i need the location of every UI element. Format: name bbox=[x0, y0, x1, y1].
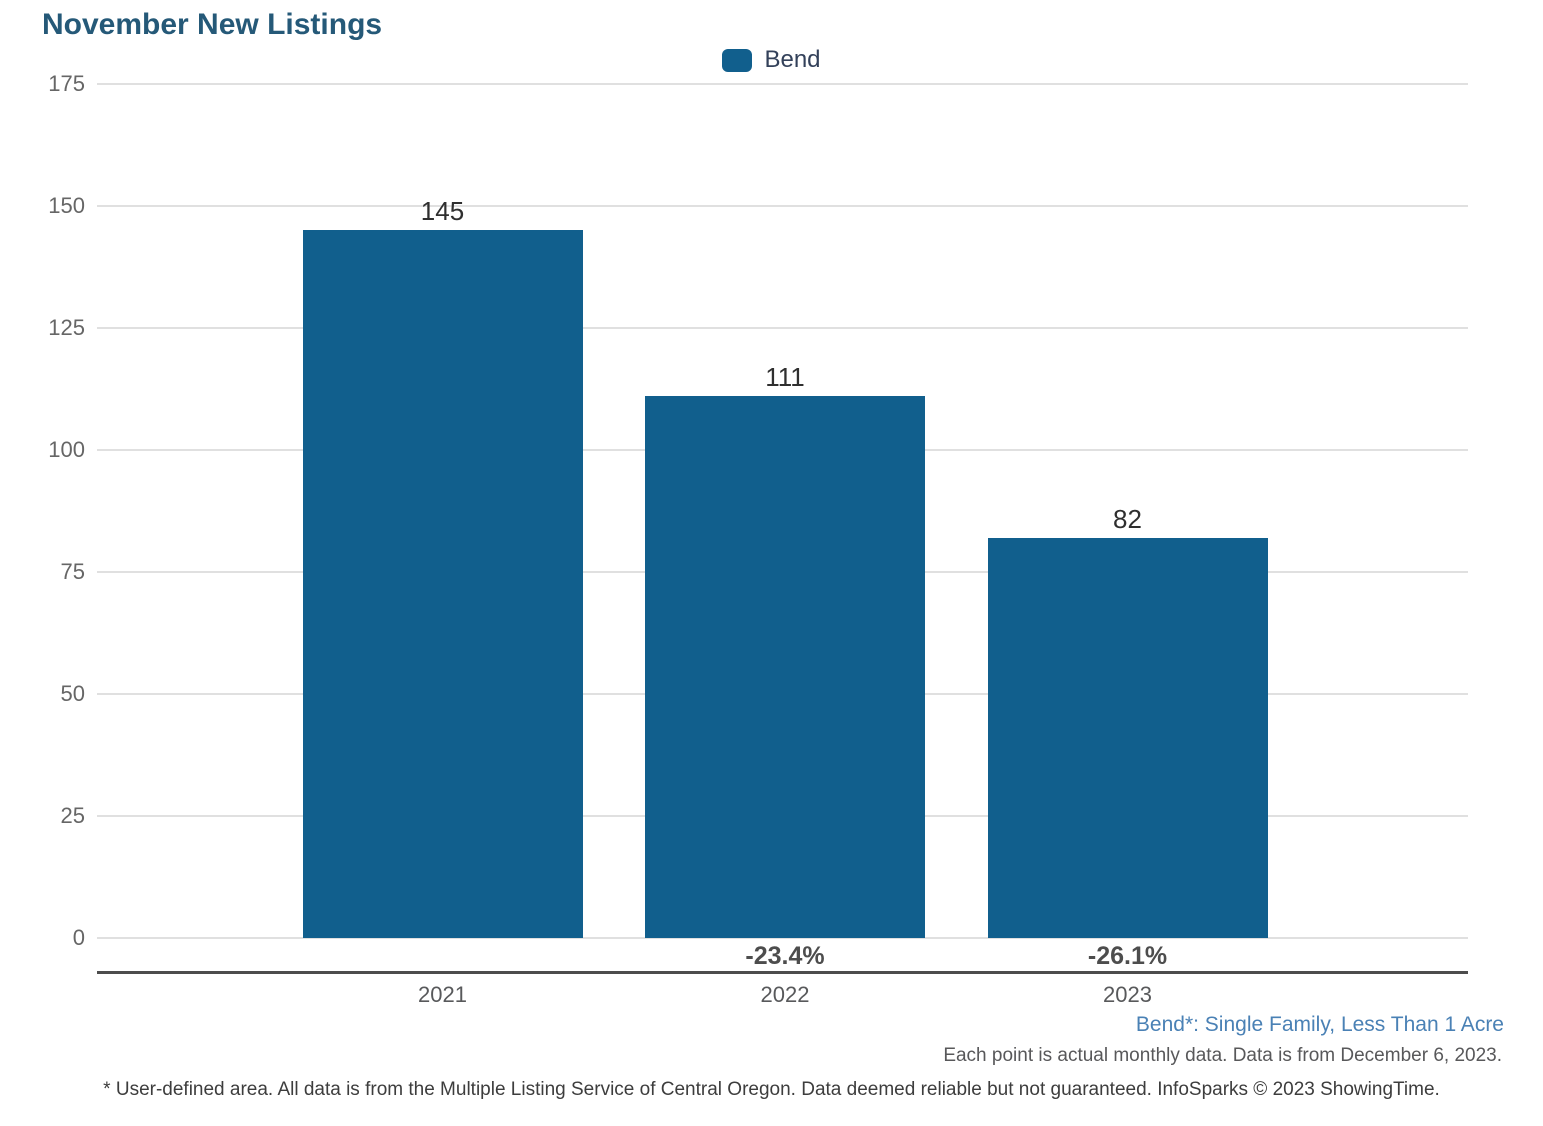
y-axis-tick-50: 50 bbox=[60, 681, 85, 706]
bar-value-label-2022: 111 bbox=[765, 362, 805, 393]
y-axis-tick-100: 100 bbox=[48, 437, 85, 462]
legend: Bend bbox=[0, 46, 1543, 74]
disclaimer-note: * User-defined area. All data is from th… bbox=[103, 1079, 1440, 1100]
data-freshness-note: Each point is actual monthly data. Data … bbox=[943, 1045, 1502, 1066]
gridline-y-175 bbox=[97, 83, 1468, 85]
page-title: November New Listings bbox=[42, 8, 383, 41]
x-axis-tick-2021: 2021 bbox=[418, 982, 467, 1007]
x-axis-tick-2022: 2022 bbox=[760, 982, 810, 1007]
bar-value-label-2023: 82 bbox=[1113, 503, 1142, 534]
bar-change-label-2022: -23.4% bbox=[745, 942, 825, 970]
bar-2023[interactable] bbox=[987, 537, 1268, 938]
legend-item-bend[interactable]: Bend bbox=[722, 46, 821, 74]
y-axis-tick-75: 75 bbox=[60, 559, 85, 584]
y-axis-tick-150: 150 bbox=[48, 193, 85, 218]
x-axis-tick-2023: 2023 bbox=[1103, 982, 1152, 1007]
y-axis-tick-0: 0 bbox=[72, 925, 85, 950]
gridline-y-125 bbox=[97, 327, 1468, 329]
gridline-y-0 bbox=[97, 937, 1468, 939]
gridline-y-150 bbox=[97, 205, 1468, 207]
bar-2022[interactable] bbox=[645, 396, 925, 938]
series-definition-note: Bend*: Single Family, Less Than 1 Acre bbox=[1135, 1013, 1504, 1036]
y-axis-tick-175: 175 bbox=[48, 71, 85, 96]
legend-swatch-icon bbox=[722, 48, 753, 72]
y-axis-tick-25: 25 bbox=[60, 803, 85, 828]
y-axis-tick-125: 125 bbox=[48, 315, 85, 340]
legend-item-label: Bend bbox=[764, 46, 821, 73]
bar-2021[interactable] bbox=[302, 230, 583, 938]
bar-change-label-2023: -26.1% bbox=[1087, 942, 1168, 970]
bar-value-label-2021: 145 bbox=[420, 196, 465, 227]
x-axis-line bbox=[97, 971, 1468, 974]
